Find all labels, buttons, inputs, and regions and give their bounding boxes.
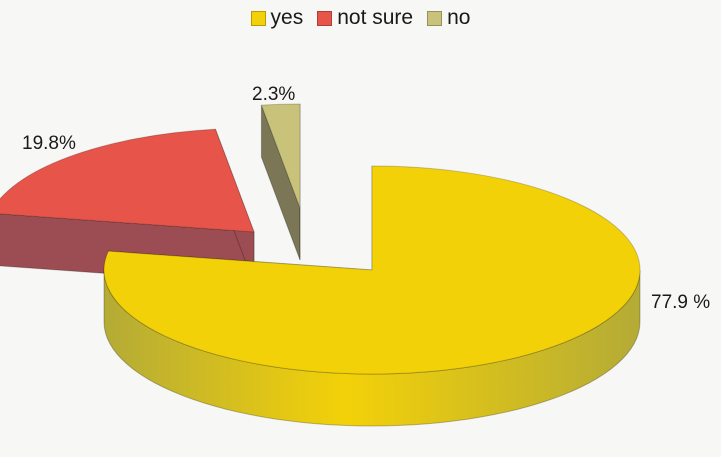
legend-item-not-sure[interactable]: not sure <box>317 6 413 30</box>
legend-label-not-sure: not sure <box>337 6 414 29</box>
slice-yes-top <box>103 165 641 375</box>
legend-swatch-yes <box>250 10 266 26</box>
legend-label-yes: yes <box>270 6 304 29</box>
slice-no-top <box>260 103 301 209</box>
slice-no-wall-start <box>260 104 301 261</box>
data-label-yes: 77.9 % <box>651 292 711 313</box>
legend-swatch-no <box>427 10 443 26</box>
legend-label-no: no <box>447 6 471 29</box>
slice-not-sure-top <box>0 128 255 233</box>
legend-swatch-not-sure <box>317 10 333 26</box>
data-label-no: 2.3% <box>252 84 296 105</box>
slice-group-yes <box>103 165 641 427</box>
legend-item-yes[interactable]: yes <box>250 6 304 30</box>
legend-item-no[interactable]: no <box>427 6 470 30</box>
slice-group-no <box>260 103 301 261</box>
data-label-not-sure: 19.8% <box>22 133 76 154</box>
chart-legend: yes not sure no <box>0 6 721 30</box>
slice-group-not-sure <box>0 128 255 285</box>
